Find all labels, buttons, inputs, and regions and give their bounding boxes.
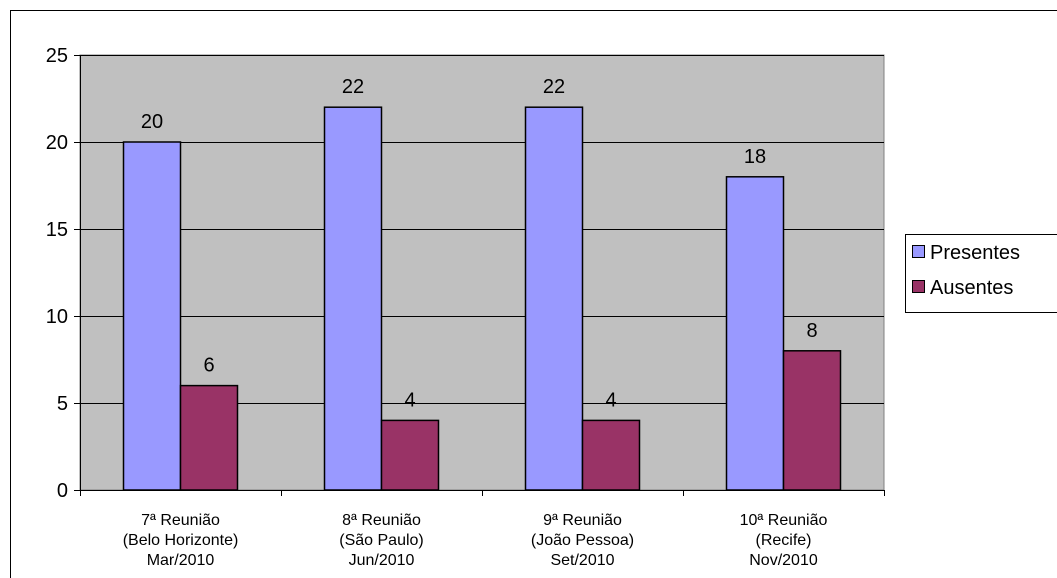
y-tick-label: 20 <box>46 132 68 154</box>
data-label-presentes: 22 <box>342 76 364 98</box>
y-tick-label: 0 <box>57 480 68 502</box>
bar-ausentes <box>782 350 842 491</box>
bar-ausentes <box>380 419 440 491</box>
bar-presentes <box>323 106 383 491</box>
bar-ausentes <box>179 384 239 491</box>
legend-swatch-ausentes <box>912 280 925 293</box>
legend-label-presentes: Presentes <box>930 242 1020 264</box>
legend-label-ausentes: Ausentes <box>930 277 1013 299</box>
y-tick-label: 5 <box>57 393 68 415</box>
bar-presentes <box>725 176 785 491</box>
data-label-ausentes: 4 <box>404 389 415 411</box>
data-label-presentes: 20 <box>141 111 163 133</box>
legend-box <box>905 234 1057 313</box>
data-label-ausentes: 6 <box>203 355 214 377</box>
legend-swatch-presentes <box>912 245 925 258</box>
data-label-presentes: 22 <box>543 76 565 98</box>
y-tick-label: 15 <box>46 219 68 241</box>
bar-presentes <box>122 141 182 491</box>
y-tick-label: 10 <box>46 306 68 328</box>
plot-area: 0 5 10 15 20 25 20 6 7ª Reunião (Belo Horizonte) M… <box>46 45 885 569</box>
x-category-label: Jun/2010 <box>349 552 415 569</box>
bar-presentes <box>524 106 584 491</box>
x-category-label: 7ª Reunião <box>141 512 220 529</box>
x-category-label: 10ª Reunião <box>740 512 828 529</box>
x-category-label: (Recife) <box>755 532 811 549</box>
x-category-label: (São Paulo) <box>339 532 424 549</box>
data-label-ausentes: 4 <box>605 389 616 411</box>
bar-ausentes <box>581 419 641 491</box>
legend: Presentes Ausentes <box>905 234 1057 313</box>
data-label-presentes: 18 <box>744 146 766 168</box>
x-category-label: 8ª Reunião <box>342 512 421 529</box>
x-category-label: 9ª Reunião <box>543 512 622 529</box>
x-category-label: Mar/2010 <box>147 552 215 569</box>
x-category-label: (João Pessoa) <box>531 532 634 549</box>
data-label-ausentes: 8 <box>806 320 817 342</box>
x-category-label: (Belo Horizonte) <box>123 532 239 549</box>
x-category-label: Set/2010 <box>550 552 614 569</box>
y-tick-label: 25 <box>46 45 68 67</box>
x-category-label: Nov/2010 <box>749 552 818 569</box>
